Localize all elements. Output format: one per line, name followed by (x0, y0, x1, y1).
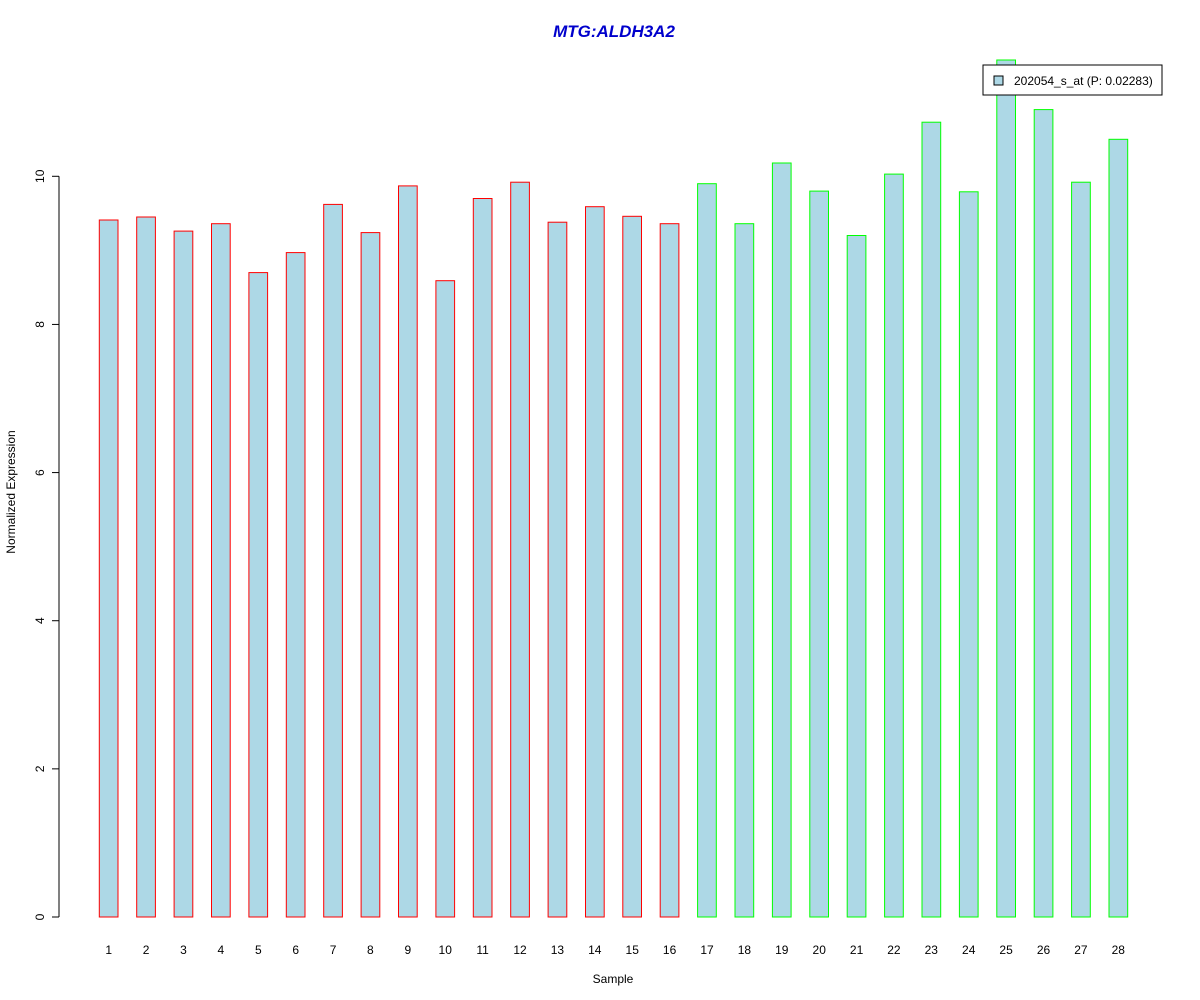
x-tick-label: 12 (513, 943, 527, 957)
x-tick-label: 20 (813, 943, 827, 957)
bar-sample-20 (809, 190, 829, 918)
bars (98, 59, 1129, 918)
legend-swatch (993, 75, 1004, 86)
bar-sample-25 (996, 59, 1016, 918)
bar-sample-1 (98, 219, 119, 918)
bar-sample-18 (734, 223, 755, 918)
x-tick-label: 6 (292, 943, 299, 957)
x-tick-label: 2 (143, 943, 150, 957)
x-tick-label: 11 (476, 943, 489, 957)
y-tick-label: 4 (33, 617, 47, 624)
bar-sample-21 (846, 235, 867, 918)
bar-sample-11 (472, 198, 493, 918)
x-tick-label: 16 (663, 943, 677, 957)
legend-label: 202054_s_at (P: 0.02283) (1014, 74, 1153, 88)
x-tick-label: 18 (738, 943, 752, 957)
y-axis: 0 2 4 6 8 10 (33, 169, 60, 920)
chart-title: MTG:ALDH3A2 (553, 22, 675, 41)
bar-sample-14 (585, 206, 605, 918)
y-axis-label: Normalized Expression (4, 430, 18, 553)
x-tick-label: 14 (588, 943, 602, 957)
x-tick-label: 28 (1112, 943, 1126, 957)
x-tick-label: 4 (218, 943, 225, 957)
bar-sample-15 (622, 215, 642, 918)
bar-sample-10 (435, 280, 456, 918)
bar-sample-7 (323, 203, 343, 918)
y-tick-label: 0 (33, 913, 47, 920)
legend: 202054_s_at (P: 0.02283) (982, 64, 1163, 96)
bar-sample-23 (921, 121, 942, 918)
bar-sample-16 (659, 223, 680, 918)
x-tick-label: 1 (105, 943, 112, 957)
bar-sample-6 (285, 252, 306, 918)
bar-sample-4 (211, 223, 231, 918)
bar-sample-27 (1071, 181, 1091, 918)
x-tick-label: 23 (925, 943, 939, 957)
x-tick-label: 19 (775, 943, 789, 957)
x-tick-label: 9 (404, 943, 411, 957)
bar-sample-2 (136, 216, 156, 918)
bar-sample-26 (1033, 109, 1054, 918)
x-tick-label: 13 (551, 943, 565, 957)
x-tick-labels: 1 2 3 4 5 6 7 8 9 10 11 12 13 14 15 16 17 18 19 20 21 22 23 24 2… (105, 943, 1125, 957)
y-tick-label: 2 (33, 765, 47, 772)
x-tick-label: 5 (255, 943, 262, 957)
x-tick-label: 7 (330, 943, 337, 957)
x-tick-label: 3 (180, 943, 187, 957)
x-tick-label: 27 (1074, 943, 1088, 957)
y-tick-label: 8 (33, 321, 47, 328)
bar-sample-13 (547, 221, 568, 918)
legend-box (982, 64, 1163, 96)
y-tick-label: 10 (33, 169, 47, 183)
bar-sample-12 (510, 181, 530, 918)
bar-sample-3 (173, 230, 194, 918)
x-tick-label: 25 (999, 943, 1013, 957)
x-tick-label: 10 (439, 943, 453, 957)
bar-sample-22 (884, 173, 904, 918)
y-tick-label: 6 (33, 469, 47, 476)
x-tick-label: 15 (626, 943, 640, 957)
bar-sample-24 (958, 191, 979, 918)
bar-sample-5 (248, 272, 269, 918)
bar-sample-28 (1108, 138, 1129, 918)
x-tick-label: 21 (850, 943, 864, 957)
x-tick-label: 8 (367, 943, 374, 957)
x-tick-label: 24 (962, 943, 976, 957)
x-tick-label: 17 (700, 943, 714, 957)
x-axis-label: Sample (593, 972, 634, 986)
bar-sample-9 (398, 185, 418, 918)
bar-sample-19 (771, 162, 792, 918)
x-tick-label: 26 (1037, 943, 1051, 957)
bar-sample-17 (697, 183, 717, 918)
x-tick-label: 22 (887, 943, 901, 957)
bar-sample-8 (360, 232, 381, 918)
